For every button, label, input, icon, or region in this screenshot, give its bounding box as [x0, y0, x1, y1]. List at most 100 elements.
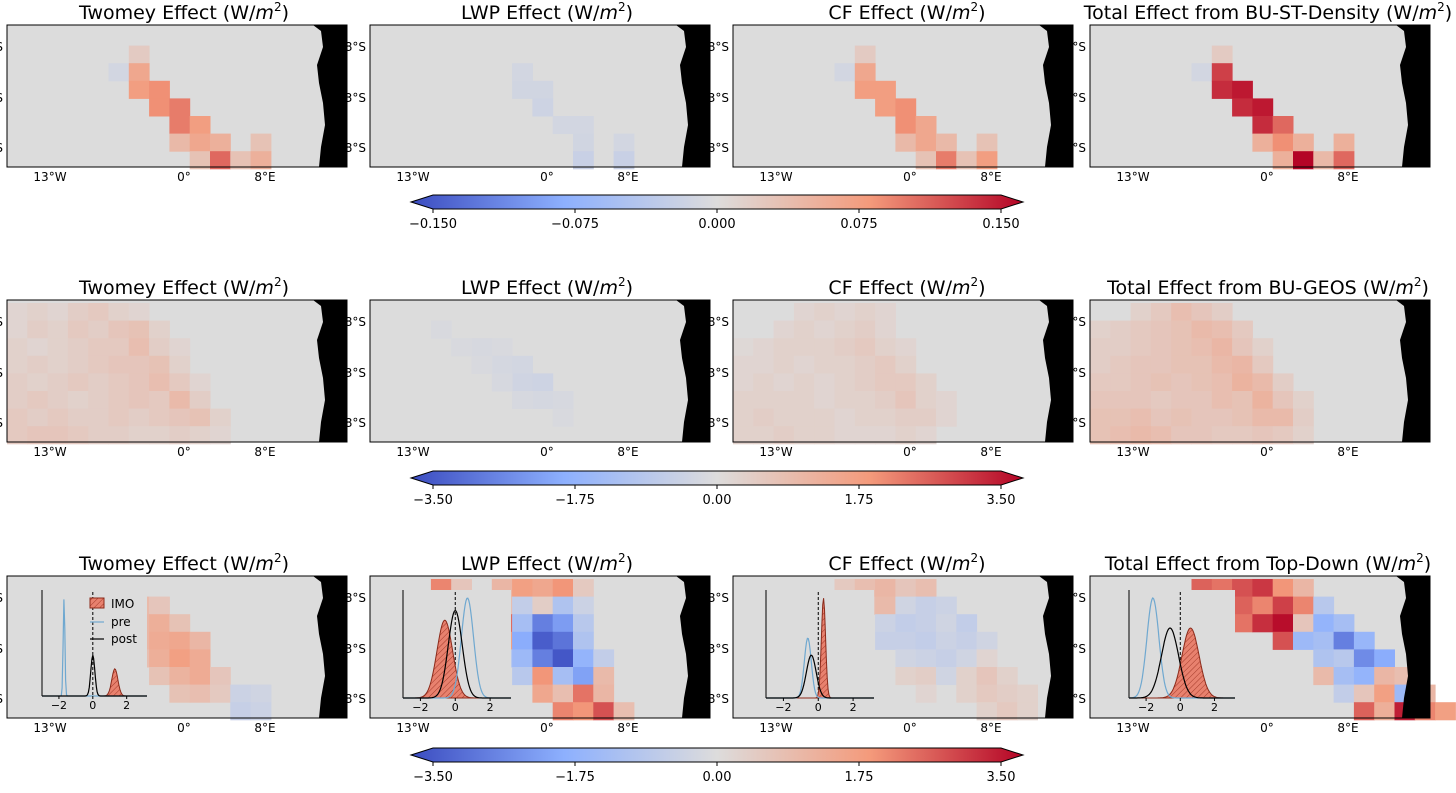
data-cell — [976, 133, 998, 152]
data-cell — [149, 80, 170, 99]
panel-title: Total Effect from BU-ST-Density (W/m2) — [1083, 0, 1452, 24]
lat-tick-label: 13°S — [0, 91, 3, 105]
data-cell — [753, 408, 775, 427]
data-cell — [1232, 338, 1253, 357]
data-cell — [67, 391, 89, 410]
map-panel-0-1: LWP Effect (W/m2) 8°S 13°S 18°S 13°W 0° 8°E — [337, 0, 711, 184]
data-cell — [875, 320, 896, 339]
map-frame — [732, 24, 1074, 168]
data-cell — [552, 116, 574, 135]
data-cell — [27, 303, 49, 322]
data-cell — [1313, 649, 1335, 668]
data-cell — [875, 391, 896, 410]
data-cell — [1150, 303, 1172, 322]
data-cell — [1252, 355, 1274, 374]
data-cell — [936, 596, 957, 615]
data-cell — [27, 391, 49, 410]
data-cell — [47, 303, 69, 322]
data-cell — [573, 614, 594, 633]
inset-tick-label: −2 — [775, 701, 791, 714]
data-cell — [88, 373, 109, 392]
lon-tick-label: 8°E — [1337, 721, 1358, 735]
lat-tick-label: 13°S — [1057, 366, 1086, 380]
data-cell — [936, 391, 957, 410]
inset-panel-1: −2 0 2 — [402, 590, 511, 714]
data-cell — [512, 391, 533, 410]
data-cell — [1272, 373, 1294, 392]
data-cell — [996, 702, 1018, 721]
data-cell — [915, 596, 937, 615]
data-cell — [854, 63, 876, 82]
legend-pre-label: pre — [111, 615, 131, 629]
inset-tick-label: 0 — [1177, 701, 1184, 714]
data-cell — [1130, 426, 1152, 445]
data-cell — [88, 391, 109, 410]
lon-tick-label: 0° — [1260, 721, 1274, 735]
data-cell — [27, 373, 49, 392]
data-cell — [814, 408, 835, 427]
inset-tick-label: 2 — [1211, 701, 1218, 714]
lon-tick-label: 8°E — [254, 170, 275, 184]
legend-imo-label: IMO — [111, 597, 134, 611]
inset-tick-label: 2 — [123, 699, 130, 712]
data-cell — [1191, 63, 1213, 82]
data-cell — [773, 373, 795, 392]
data-cell — [67, 320, 89, 339]
data-cell — [1150, 391, 1172, 410]
data-cell — [128, 426, 150, 445]
panel-title: LWP Effect (W/m2) — [461, 551, 633, 575]
data-cell — [169, 391, 191, 410]
data-cell — [895, 579, 917, 598]
data-cell — [733, 391, 754, 410]
data-cell — [753, 426, 775, 445]
data-cell — [1150, 426, 1172, 445]
data-cell — [210, 426, 231, 445]
data-cell — [1252, 391, 1274, 410]
lon-tick-label: 0° — [1260, 445, 1274, 459]
data-cell — [1211, 391, 1233, 410]
data-cell — [169, 355, 191, 374]
data-cell — [47, 338, 69, 357]
data-cell — [834, 338, 856, 357]
data-cell — [1211, 408, 1233, 427]
data-cell — [1293, 408, 1314, 427]
data-cell — [7, 373, 28, 392]
data-cell — [1211, 355, 1233, 374]
data-cell — [128, 408, 150, 427]
data-cell — [1211, 63, 1233, 82]
data-cell — [1313, 631, 1335, 650]
data-cell — [7, 391, 28, 410]
lon-tick-label: 0° — [903, 721, 917, 735]
data-cell — [1017, 684, 1038, 703]
data-cell — [1272, 391, 1294, 410]
lat-tick-label: 18°S — [700, 416, 729, 430]
lon-tick-label: 0° — [177, 445, 191, 459]
data-cell — [773, 408, 795, 427]
panel-title: Total Effect from BU-GEOS (W/m2) — [1106, 275, 1429, 299]
data-cell — [875, 355, 896, 374]
data-cell — [149, 649, 170, 668]
data-cell — [793, 338, 815, 357]
data-cell — [996, 667, 1018, 686]
data-cell — [915, 631, 937, 650]
data-cell — [773, 426, 795, 445]
data-cell — [552, 408, 574, 427]
inset-tick-label: 0 — [452, 701, 459, 714]
data-cell — [250, 151, 272, 170]
data-cell — [128, 338, 150, 357]
data-cell — [532, 596, 554, 615]
data-cell — [1171, 303, 1192, 322]
inset-panel-2: −2 0 2 — [765, 590, 874, 714]
data-cell — [1171, 408, 1192, 427]
lat-tick-label: 8°S — [708, 315, 729, 329]
data-cell — [88, 426, 109, 445]
data-cell — [149, 355, 170, 374]
data-cell — [88, 408, 109, 427]
data-cell — [834, 373, 856, 392]
data-cell — [895, 614, 917, 633]
data-cell — [491, 373, 513, 392]
data-cell — [936, 133, 957, 152]
panel-title: Twomey Effect (W/m2) — [78, 551, 289, 575]
data-cell — [915, 133, 937, 152]
